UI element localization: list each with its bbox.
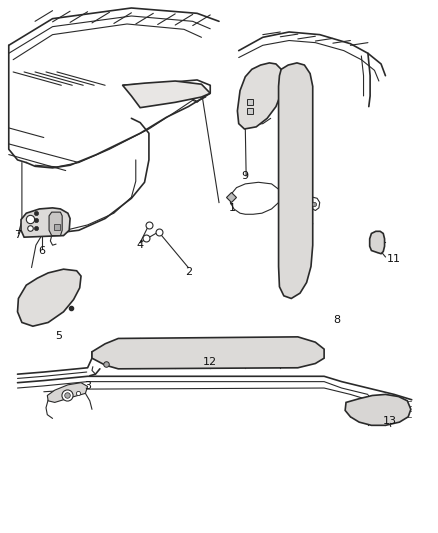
- Text: 4: 4: [137, 240, 144, 250]
- Polygon shape: [18, 269, 81, 326]
- Text: 7: 7: [14, 230, 21, 239]
- Polygon shape: [123, 81, 210, 108]
- Polygon shape: [47, 383, 88, 402]
- Polygon shape: [92, 337, 324, 369]
- Text: 1: 1: [229, 203, 236, 213]
- Text: 13: 13: [383, 416, 397, 426]
- Polygon shape: [237, 63, 283, 129]
- Polygon shape: [49, 212, 62, 236]
- Polygon shape: [345, 394, 411, 425]
- Polygon shape: [21, 208, 70, 237]
- Text: 8: 8: [334, 315, 341, 325]
- Text: 3: 3: [84, 382, 91, 391]
- Text: 2: 2: [185, 267, 192, 277]
- Text: 9: 9: [242, 171, 249, 181]
- Text: 6: 6: [38, 246, 45, 255]
- Text: 5: 5: [56, 331, 63, 341]
- Text: 12: 12: [203, 358, 217, 367]
- Polygon shape: [370, 231, 385, 254]
- Polygon shape: [279, 63, 313, 298]
- Text: 11: 11: [387, 254, 401, 263]
